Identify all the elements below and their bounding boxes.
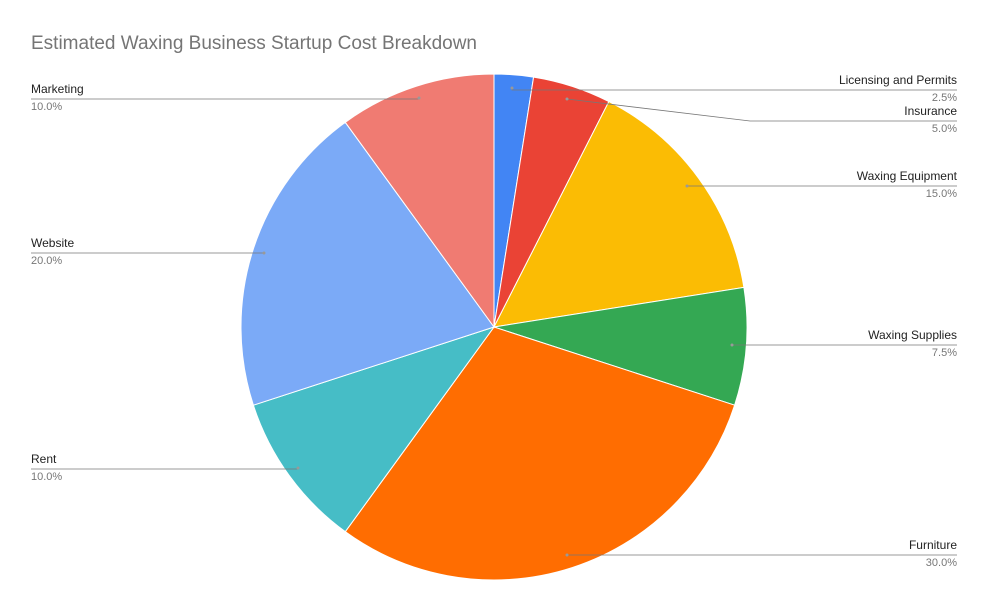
pie-slice [493, 286, 748, 406]
slice-label: Marketing [31, 82, 84, 96]
chart-title: Estimated Waxing Business Startup Cost B… [31, 33, 477, 54]
pie-slice [344, 326, 736, 581]
slice-label: Waxing Equipment [857, 169, 958, 183]
pie-slice [240, 121, 495, 406]
pie-slice [344, 73, 495, 329]
leader-dot [685, 184, 689, 188]
slice-value-label: 10.0% [31, 101, 62, 113]
slice-value-label: 30.0% [926, 557, 957, 569]
slice-value-label: 7.5% [932, 347, 957, 359]
slice-value-label: 5.0% [932, 123, 957, 135]
leader-dot [262, 251, 266, 255]
leader-dot [510, 86, 514, 90]
leader-dot [565, 553, 569, 557]
slice-value-label: 20.0% [31, 255, 62, 267]
slice-value-label: 10.0% [31, 471, 62, 483]
slice-label: Licensing and Permits [839, 73, 957, 87]
pie-slice [493, 100, 745, 328]
slice-value-label: 15.0% [926, 188, 957, 200]
leader-dot [417, 96, 421, 100]
slice-label: Waxing Supplies [868, 328, 957, 342]
leader-line [566, 98, 957, 122]
slice-label: Furniture [909, 538, 957, 552]
slice-value-label: 2.5% [932, 92, 957, 104]
slice-label: Rent [31, 452, 57, 466]
pie-slice [252, 326, 496, 533]
leader-dot [296, 466, 300, 470]
slice-label: Website [31, 236, 74, 250]
leader-dot [565, 97, 569, 101]
slice-label: Insurance [904, 104, 957, 118]
leader-dot [730, 343, 734, 347]
